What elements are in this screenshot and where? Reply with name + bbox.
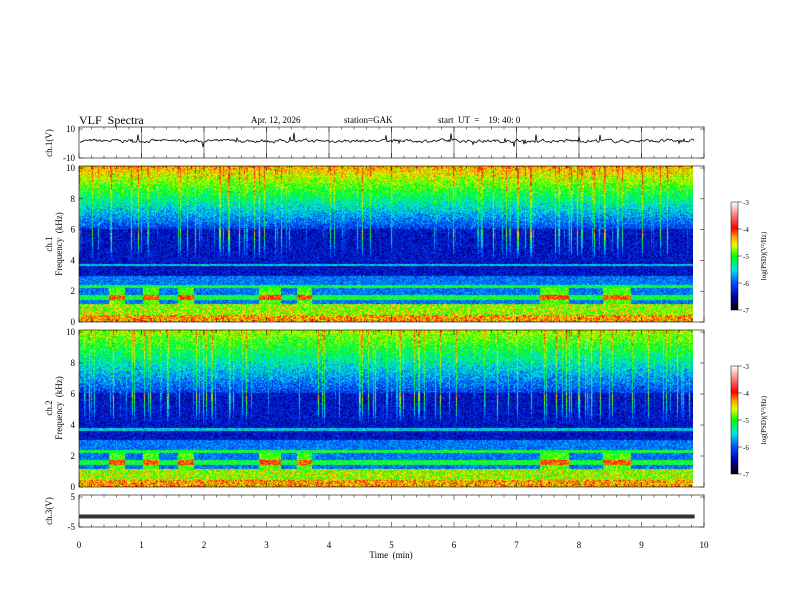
date-label: Apr. 12, 2026 [251,115,301,125]
y-tick-label: 6 [71,225,76,235]
y-tick-label: 4 [71,420,76,430]
y-tick-label: 8 [71,358,76,368]
y-tick-label: 4 [71,255,76,265]
y-tick-label: -5 [68,522,76,532]
colorbar-tick-label: -3 [743,363,749,371]
colorbar-tick-label: -5 [743,253,749,261]
y-tick-label: 10 [66,163,76,173]
x-axis-label: Time (min) [369,550,412,560]
y-tick-label: 2 [71,451,76,461]
ch2-spec-panel-frame [78,329,705,488]
colorbar-frame [730,201,739,311]
x-tick-label: 9 [639,540,644,550]
y-tick-label: 0 [71,482,76,492]
y-tick-label: 6 [71,389,76,399]
ch1-trace [80,132,695,148]
y-tick-label: 10 [66,327,76,337]
x-tick-label: 6 [452,540,457,550]
colorbar-tick-label: -3 [743,199,749,207]
colorbar-tick-label: -6 [743,444,749,452]
y-tick-label: -10 [63,153,75,163]
ch3-trace [79,514,695,519]
ch1-ylabel: ch.1(V) [44,129,54,157]
ch2-spec-ylabel-freq: Frequency (kHz) [54,376,64,439]
x-tick-label: 2 [202,540,207,550]
ch2-spec-ylabel-ch: ch.2 [44,400,54,415]
ch3-ylabel: ch.3(V) [44,497,54,525]
colorbar-tick-label: -4 [743,226,749,234]
ch1-spec-panel-frame [78,165,705,323]
colorbar-tick-label: -6 [743,280,749,288]
ch1-colorbar [731,202,738,310]
colorbar-tick-label: -5 [743,417,749,425]
x-tick-label: 7 [514,540,519,550]
ch2-colorbar [731,366,738,474]
y-tick-label: 0 [71,317,76,327]
x-tick-label: 0 [77,540,82,550]
ch1-spec-ylabel-ch: ch.1 [44,236,54,251]
colorbar2-label: log(PSD)(V²/Hz) [760,395,768,444]
x-tick-label: 10 [700,540,710,550]
ch1-spectrogram [79,166,693,322]
x-tick-label: 5 [389,540,394,550]
y-tick-label: 8 [71,194,76,204]
y-tick-label: 10 [66,124,76,134]
ch2-spectrogram [79,330,693,487]
figure-title: VLF Spectra [79,113,144,127]
y-tick-label: 5 [71,492,76,502]
colorbar-tick-label: -7 [743,307,749,315]
x-tick-label: 1 [139,540,144,550]
colorbar-tick-label: -7 [743,471,749,479]
ch1-spec-ylabel-freq: Frequency (kHz) [54,212,64,275]
colorbar1-label: log(PSD)(V²/Hz) [760,231,768,280]
x-tick-label: 4 [327,540,332,550]
y-tick-label: 2 [71,286,76,296]
colorbar-frame [730,365,739,475]
x-tick-label: 3 [264,540,269,550]
x-tick-label: 8 [577,540,582,550]
colorbar-tick-label: -4 [743,390,749,398]
start-time-label: start UT = 19: 40: 0 [438,115,521,125]
station-label: station=GAK [344,115,393,125]
